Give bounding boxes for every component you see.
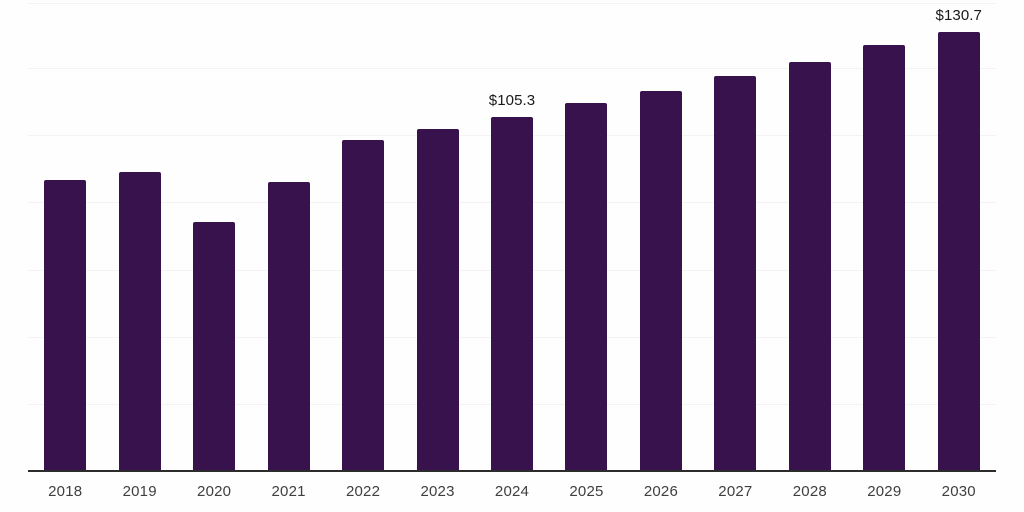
x-tick-label: 2021 [271,483,306,500]
x-tick-label: 2024 [494,483,530,500]
x-tick-label: 2023 [420,483,455,500]
bar-value-label: $130.7 [935,6,982,24]
bar[interactable] [937,31,980,470]
plot-area [28,3,996,470]
bar[interactable] [118,171,161,470]
bar[interactable] [342,139,385,470]
x-axis-line [28,470,996,472]
x-tick-label: 2028 [792,483,827,500]
gridline [28,3,996,4]
bar-value-label: $105.3 [488,91,536,109]
bar[interactable] [267,181,310,470]
x-tick-label: 2018 [48,483,83,500]
x-tick-label: 2022 [345,483,381,500]
bar[interactable] [565,102,608,470]
bar[interactable] [714,76,757,470]
bar[interactable] [639,91,682,470]
gridline [28,68,996,70]
x-tick-label: 2019 [122,483,157,500]
x-tick-label: 2020 [197,483,232,500]
x-tick-label: 2030 [941,483,976,500]
bar[interactable] [44,180,87,470]
x-tick-label: 2025 [569,483,604,500]
x-tick-label: 2029 [867,483,902,500]
bar[interactable] [193,221,236,470]
bar[interactable] [863,45,906,470]
x-tick-label: 2027 [718,483,753,500]
x-tick-label: 2026 [643,483,678,500]
bar[interactable] [491,116,533,470]
bar[interactable] [788,62,831,470]
bar[interactable] [416,129,459,470]
